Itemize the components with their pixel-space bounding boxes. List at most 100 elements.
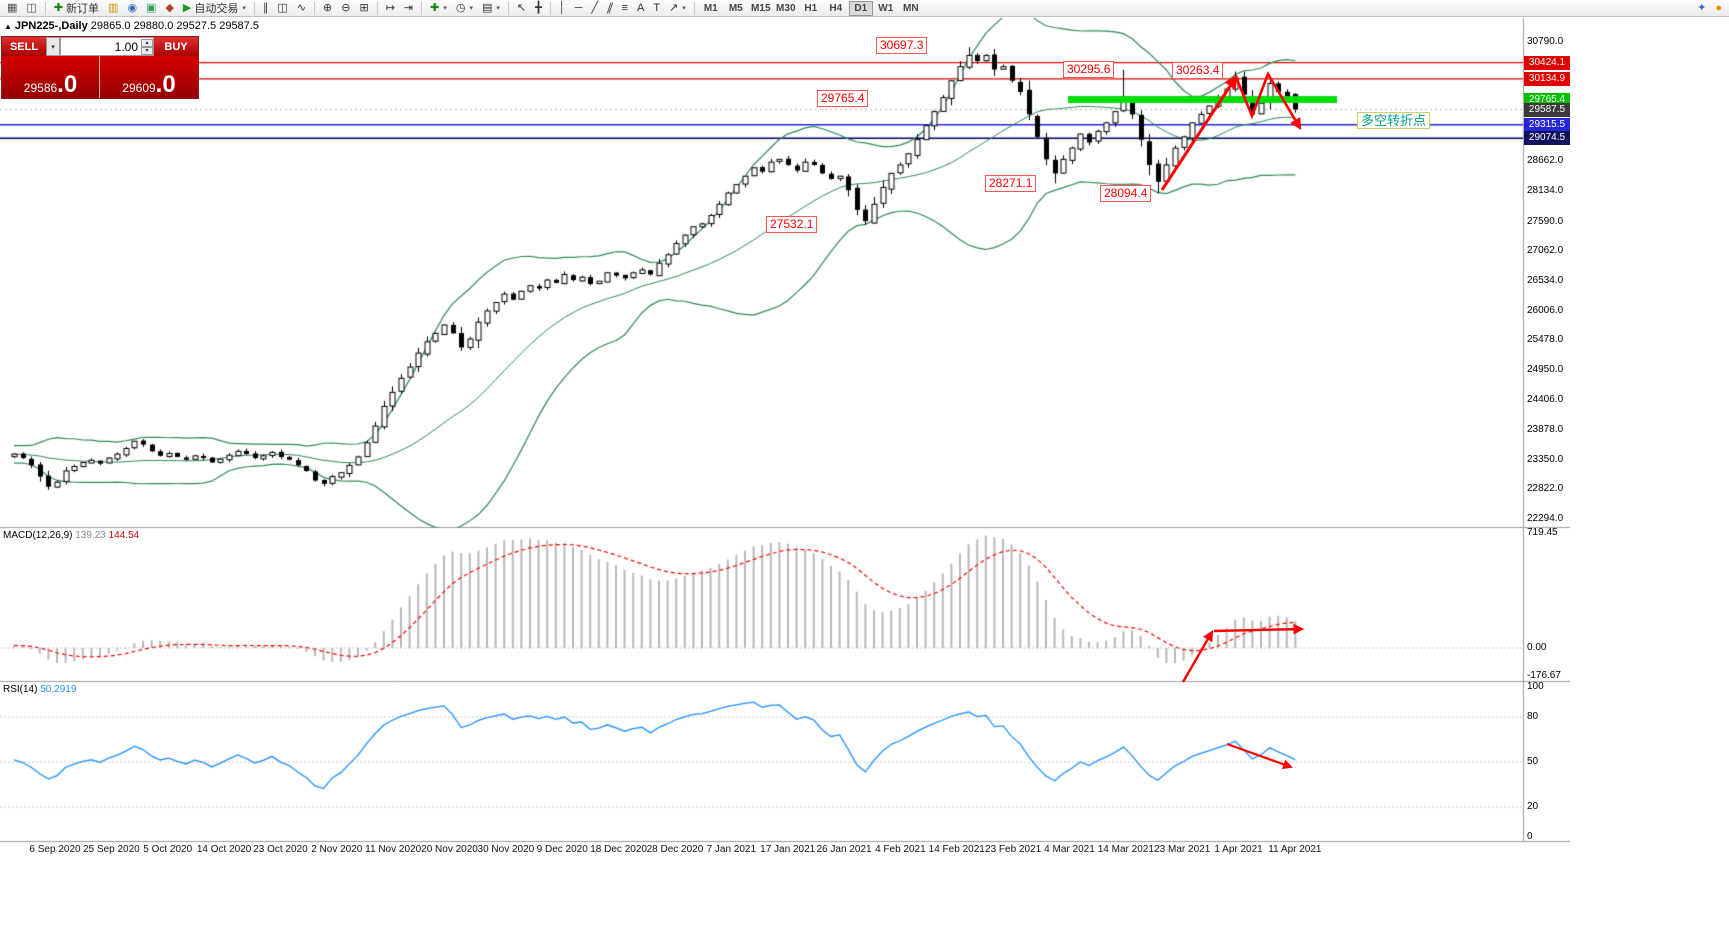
indicators-icon[interactable]: ✚ ▾ [426, 1, 451, 16]
annotation-label[interactable]: 29765.4 [817, 90, 869, 107]
dropdown-arrow-icon: ▾ [443, 5, 447, 12]
order-type-dropdown[interactable]: ▾ [46, 37, 60, 56]
fibonacci-icon[interactable]: ≡ [618, 1, 632, 16]
chart-collapse-arrow[interactable]: ▲ [4, 22, 12, 31]
templates-icon[interactable]: ▤ ▾ [478, 1, 504, 16]
quick-search-icon: ✦ [1697, 1, 1707, 14]
timeframe-w1-button[interactable]: W1 [874, 1, 898, 16]
volume-increase-button[interactable]: ▴ [141, 38, 153, 47]
arrows-icon[interactable]: ↗ ▾ [665, 1, 690, 16]
date-axis-label: 1 Apr 2021 [1214, 844, 1263, 855]
date-axis-label: 7 Jan 2021 [706, 844, 757, 855]
date-axis-label: 11 Nov 2020 [365, 844, 422, 855]
volume-field[interactable]: 1.00 ▴ ▾ [60, 37, 154, 56]
text-icon[interactable]: A [633, 1, 648, 16]
rsi-axis-tick: 0 [1527, 831, 1533, 842]
price-axis-tick: 24950.0 [1527, 363, 1564, 375]
market-watch-icon[interactable]: ▥ [104, 1, 122, 16]
toolbar-separator [693, 1, 695, 15]
annotation-label[interactable]: 多空转折点 [1357, 112, 1431, 129]
terminal-icon[interactable]: ▣ [142, 1, 160, 16]
sell-price-frac: .0 [57, 71, 78, 98]
timeframe-m30-button[interactable]: M30 [774, 1, 798, 16]
text-label-icon: T [653, 1, 661, 14]
price-axis-tick: 23350.0 [1527, 453, 1564, 465]
community-icon[interactable]: ● [1711, 1, 1726, 16]
rsi-value: 50.2919 [40, 684, 77, 695]
chart-shift-icon[interactable]: ⇥ [400, 1, 417, 16]
periods-icon: ◷ [455, 1, 466, 14]
rsi-name: RSI(14) [3, 684, 38, 695]
annotation-label[interactable]: 27532.1 [766, 216, 818, 233]
volume-decrease-button[interactable]: ▾ [141, 46, 153, 55]
toolbar-separator [507, 1, 509, 15]
price-axis-tag: 29587.5 [1524, 102, 1570, 117]
date-axis-label: 5 Oct 2020 [143, 844, 193, 855]
cursor-icon[interactable]: ↖ [513, 1, 530, 16]
toolbar: ▦ ◫ ✚ 新订单 ▥ ◉ ▣ ◆ ▶ 自动交易 ▾ ∥ ◫ ∿ ⊕ ⊖ ⊞ ↦ ⇥ ✚ ▾ ◷ ▾ ▤ ▾ ↖ ╋ │ ─ ╱ ∥ ≡ A T ↗… [0, 0, 1729, 17]
price-axis-tick: 26534.0 [1527, 274, 1564, 286]
macd-name: MACD(12,26,9) [3, 530, 73, 541]
date-axis-label: 11 Apr 2021 [1268, 844, 1322, 855]
macd-indicator-label: MACD(12,26,9) 139.23 144.54 [3, 530, 139, 541]
new-order-button-label: 新订单 [66, 3, 100, 15]
tile-windows-icon[interactable]: ⊞ [355, 1, 372, 16]
bar-chart-icon[interactable]: ∥ [259, 1, 273, 16]
horizontal-line-icon[interactable]: ─ [571, 1, 587, 16]
text-label-icon[interactable]: T [649, 1, 664, 16]
timeframe-m1-button[interactable]: M1 [699, 1, 723, 16]
line-chart-icon[interactable]: ∿ [293, 1, 310, 16]
candlestick-chart-icon[interactable]: ◫ [273, 1, 291, 16]
channel-icon[interactable]: ∥ [603, 1, 617, 16]
zoom-out-icon[interactable]: ⊖ [337, 1, 354, 16]
sell-price-button[interactable]: 29586.0 [2, 56, 100, 98]
sell-button[interactable]: SELL [2, 37, 46, 56]
buy-price-button[interactable]: 29609.0 [100, 56, 198, 98]
volume-value[interactable]: 1.00 [114, 39, 138, 54]
crosshair-icon[interactable]: ╋ [531, 1, 546, 16]
rsi-axis-tick: 80 [1527, 711, 1539, 722]
community-icon: ● [1715, 1, 1722, 14]
annotation-label[interactable]: 28271.1 [985, 175, 1037, 192]
autotrading-button-label: 自动交易 [194, 3, 239, 15]
timeframe-m15-button[interactable]: M15 [749, 1, 773, 16]
new-chart-icon[interactable]: ▦ [3, 1, 21, 16]
trendline-icon[interactable]: ╱ [587, 1, 602, 16]
metaeditor-icon[interactable]: ◆ [161, 1, 177, 16]
price-axis-tick: 27062.0 [1527, 245, 1564, 257]
zoom-in-icon[interactable]: ⊕ [319, 1, 336, 16]
quick-search-icon[interactable]: ✦ [1693, 1, 1710, 16]
trendline-icon: ╱ [591, 1, 599, 14]
price-axis-tick: 25478.0 [1527, 334, 1564, 346]
periods-icon[interactable]: ◷ ▾ [452, 1, 477, 16]
date-axis-label: 18 Dec 2020 [590, 844, 647, 855]
macd-axis-tick: -176.67 [1527, 670, 1561, 682]
timeframe-d1-button[interactable]: D1 [848, 0, 873, 16]
date-axis-label: 23 Mar 2021 [1154, 844, 1211, 855]
sell-price-int: 29586 [23, 81, 58, 95]
new-order-button[interactable]: ✚ 新订单 [50, 1, 103, 16]
timeframe-m5-button[interactable]: M5 [724, 1, 748, 16]
line-chart-icon: ∿ [296, 1, 307, 14]
rsi-axis-tick: 50 [1527, 756, 1539, 767]
profiles-icon[interactable]: ◫ [22, 1, 40, 16]
templates-icon: ▤ [481, 1, 493, 14]
timeframe-h1-button[interactable]: H1 [799, 1, 823, 16]
timeframe-mn-button[interactable]: MN [899, 1, 923, 16]
crosshair-icon: ╋ [535, 1, 542, 14]
buy-button[interactable]: BUY [154, 37, 198, 56]
annotation-label[interactable]: 30263.4 [1172, 62, 1224, 79]
annotation-label[interactable]: 30295.6 [1063, 61, 1115, 78]
toolbar-separator [376, 1, 378, 15]
annotation-label[interactable]: 28094.4 [1100, 185, 1152, 202]
rsi-indicator-label: RSI(14) 50.2919 [3, 684, 76, 695]
navigator-icon[interactable]: ◉ [123, 1, 141, 16]
navigator-icon: ◉ [127, 1, 138, 14]
autotrading-button[interactable]: ▶ 自动交易 ▾ [179, 1, 250, 16]
timeframe-h4-button[interactable]: H4 [824, 1, 848, 16]
vertical-line-icon[interactable]: │ [555, 1, 570, 16]
auto-scroll-icon[interactable]: ↦ [382, 1, 399, 16]
channel-icon: ∥ [605, 1, 615, 14]
annotation-label[interactable]: 30697.3 [876, 37, 928, 54]
